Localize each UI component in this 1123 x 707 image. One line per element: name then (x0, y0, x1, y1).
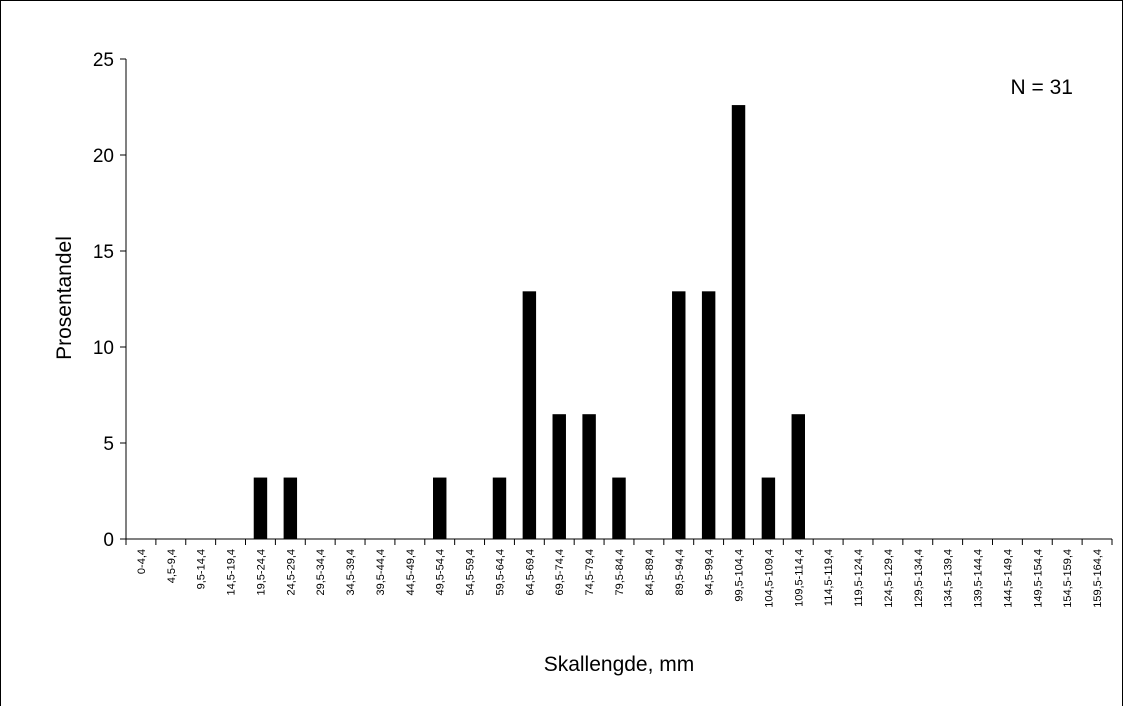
y-axis-label: Prosentandel (53, 236, 76, 360)
x-tick-label: 39,5-44,4 (375, 549, 387, 595)
x-tick-label: 154,5-159,4 (1062, 549, 1074, 608)
bar (552, 414, 566, 539)
y-tick-label: 10 (93, 338, 114, 359)
x-tick-label: 14,5-19,4 (226, 549, 238, 595)
x-ticks: 0-4,4 4,5-9,4 9,5-14,4 14,5-19,4 19,5-24,4 24… (125, 539, 1113, 608)
bar (701, 291, 716, 539)
x-tick-label: 49,5-54,4 (435, 549, 447, 595)
x-tick-label: 99,5-104,4 (734, 549, 746, 602)
bar (761, 477, 776, 539)
x-tick-label: 149,5-154,4 (1032, 549, 1044, 608)
x-tick-label: 29,5-34,4 (315, 549, 327, 595)
x-tick-label: 0-4,4 (136, 549, 148, 574)
x-tick-label: 139,5-144,4 (973, 549, 985, 608)
bar (492, 477, 507, 539)
bar (731, 105, 746, 539)
bar (612, 477, 626, 539)
bar (283, 477, 298, 539)
bars (253, 105, 805, 539)
x-tick-label: 79,5-84,4 (614, 549, 626, 595)
x-tick-label: 54,5-59,4 (465, 549, 477, 595)
x-tick-label: 94,5-99,4 (704, 549, 716, 595)
x-tick-label: 119,5-124,4 (853, 549, 865, 607)
bar (582, 414, 596, 539)
axes (125, 59, 1112, 540)
x-tick-label: 64,5-69,4 (524, 549, 536, 595)
x-tick-label: 34,5-39,4 (345, 549, 357, 595)
x-axis-label: Skallengde, mm (544, 653, 695, 676)
x-tick-label: 104,5-109,4 (763, 549, 775, 608)
bar (672, 291, 686, 539)
y-tick-label: 0 (103, 530, 114, 551)
x-tick-label: 44,5-49,4 (405, 549, 417, 595)
x-tick-label: 19,5-24,4 (255, 549, 267, 595)
x-tick-label: 74,5-79,4 (584, 549, 596, 595)
x-tick-label: 59,5-64,4 (494, 549, 506, 595)
x-tick-label: 109,5-114,4 (793, 549, 805, 607)
bar (791, 414, 805, 539)
bar (522, 291, 537, 539)
x-tick-label: 159,5-164,4 (1092, 549, 1104, 608)
y-tick-label: 5 (103, 434, 114, 455)
x-tick-label: 4,5-9,4 (166, 549, 178, 583)
x-tick-label: 124,5-129,4 (883, 549, 895, 608)
x-tick-label: 129,5-134,4 (913, 549, 925, 608)
y-tick-label: 20 (93, 146, 114, 167)
bar (253, 477, 268, 539)
x-tick-label: 69,5-74,4 (554, 549, 566, 595)
y-ticks: 0 5 10 15 20 25 (93, 50, 126, 551)
x-tick-label: 89,5-94,4 (674, 549, 686, 595)
y-tick-label: 15 (93, 242, 114, 263)
x-tick-label: 24,5-29,4 (285, 549, 297, 595)
x-tick-label: 144,5-149,4 (1002, 549, 1014, 608)
x-tick-label: 134,5-139,4 (943, 549, 955, 608)
y-tick-label: 25 (93, 50, 114, 71)
x-tick-label: 9,5-14,4 (196, 549, 208, 589)
sample-size-annotation: N = 31 (1011, 76, 1073, 99)
x-tick-label: 114,5-119,4 (823, 549, 835, 606)
x-tick-label: 84,5-89,4 (644, 549, 656, 595)
bar (433, 477, 447, 539)
